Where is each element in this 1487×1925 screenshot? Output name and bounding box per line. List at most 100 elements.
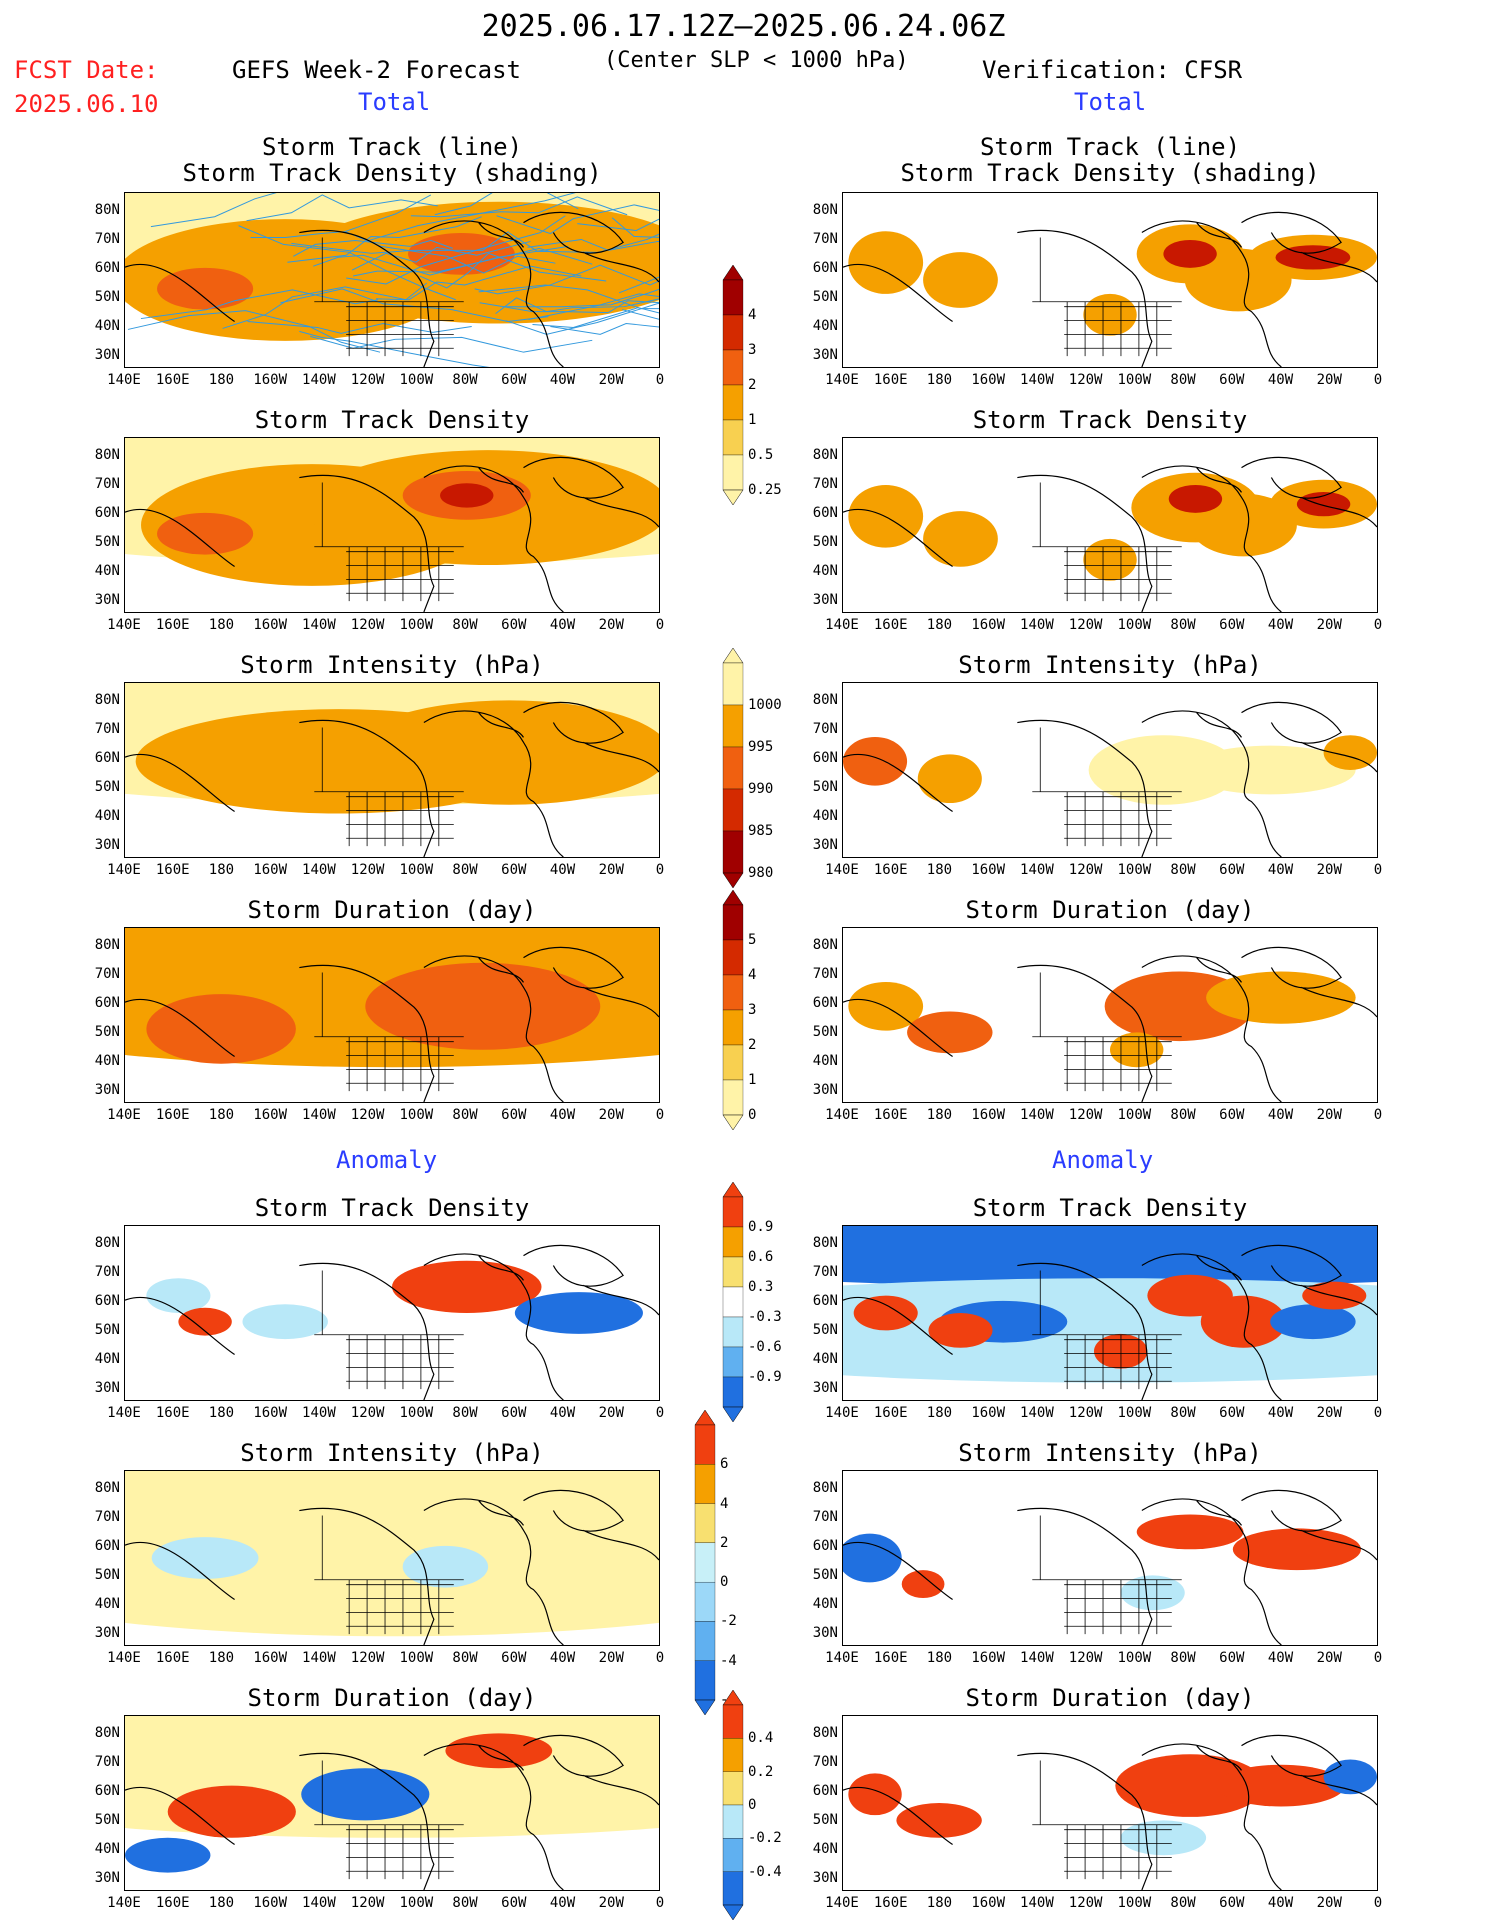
lat-label: 50N: [80, 1024, 120, 1040]
lon-label: 140E: [101, 862, 147, 878]
total-label-right: Total: [1074, 90, 1146, 114]
lat-label: 30N: [798, 1625, 838, 1641]
lon-label: 0: [1355, 372, 1401, 388]
colorbar-swatch: [723, 350, 743, 385]
lon-label: 40W: [540, 1405, 586, 1421]
lon-label: 140W: [1014, 1895, 1060, 1911]
lon-label: 80W: [442, 1650, 488, 1666]
lon-label: 0: [637, 862, 683, 878]
lon-label: 140W: [296, 1405, 342, 1421]
lon-label: 40W: [540, 372, 586, 388]
lon-label: 0: [1355, 1107, 1401, 1123]
lon-label: 60W: [491, 372, 537, 388]
colorbar-label: 2: [720, 1535, 728, 1551]
map-panel: [842, 682, 1378, 858]
lon-label: 140E: [819, 617, 865, 633]
lon-label: 180: [198, 372, 244, 388]
lon-label: 100W: [1111, 372, 1157, 388]
colorbar-label: 3: [748, 1002, 756, 1018]
lat-label: 80N: [798, 1480, 838, 1496]
shading-region: [301, 1768, 429, 1820]
lon-label: 140W: [1014, 372, 1060, 388]
lon-label: 60W: [1209, 1895, 1255, 1911]
lon-label: 160E: [868, 1405, 914, 1421]
lon-label: 160E: [150, 1107, 196, 1123]
lon-label: 160E: [868, 1650, 914, 1666]
lon-label: 120W: [1063, 372, 1109, 388]
map-panel: [842, 437, 1378, 613]
lat-label: 40N: [798, 1841, 838, 1857]
anomaly-label-left: Anomaly: [336, 1148, 437, 1172]
colorbar-swatch: [723, 1080, 743, 1115]
map-canvas: [125, 683, 659, 857]
lon-label: 40W: [1258, 1107, 1304, 1123]
lon-label: 100W: [393, 1895, 439, 1911]
lon-label: 140E: [819, 862, 865, 878]
lat-label: 80N: [798, 692, 838, 708]
shading-region: [1121, 1820, 1206, 1855]
lon-label: 60W: [491, 1405, 537, 1421]
lat-label: 50N: [798, 534, 838, 550]
lon-label: 140W: [1014, 1405, 1060, 1421]
lon-label: 100W: [393, 1650, 439, 1666]
lon-label: 140W: [296, 1107, 342, 1123]
colorbar-label: 4: [720, 1496, 728, 1512]
lon-label: 100W: [1111, 1895, 1157, 1911]
shading-region: [1110, 1032, 1163, 1067]
map-panel: [124, 927, 660, 1103]
lat-label: 40N: [80, 1841, 120, 1857]
lon-label: 180: [916, 1650, 962, 1666]
lon-label: 140W: [1014, 862, 1060, 878]
colorbar-label: 1000: [748, 697, 782, 713]
lat-label: 80N: [80, 937, 120, 953]
shading-region: [1324, 1760, 1377, 1795]
shading-region: [242, 1304, 327, 1339]
lon-label: 0: [637, 617, 683, 633]
colorbar: [722, 1182, 744, 1422]
lon-label: 160W: [247, 372, 293, 388]
lon-label: 40W: [1258, 617, 1304, 633]
colorbar-label: 0.5: [748, 447, 773, 463]
lon-label: 120W: [1063, 1107, 1109, 1123]
lon-label: 180: [198, 617, 244, 633]
shading-region: [1137, 1515, 1244, 1550]
colorbar-swatch: [695, 1464, 715, 1503]
lon-label: 160E: [150, 1895, 196, 1911]
colorbar-swatch: [723, 1045, 743, 1080]
colorbar-label: -0.4: [748, 1864, 782, 1880]
map-canvas: [125, 928, 659, 1102]
colorbar-label: 0: [748, 1107, 756, 1123]
lon-label: 140E: [101, 1895, 147, 1911]
fcst-date: 2025.06.10: [14, 92, 159, 116]
lon-label: 140E: [819, 372, 865, 388]
lon-label: 160E: [868, 1895, 914, 1911]
lat-label: 70N: [798, 1754, 838, 1770]
shading-region: [1270, 1304, 1355, 1339]
lat-label: 40N: [80, 318, 120, 334]
lon-label: 180: [198, 1405, 244, 1421]
lon-label: 60W: [1209, 1405, 1255, 1421]
colorbar-swatch: [695, 1621, 715, 1660]
lon-label: 60W: [491, 862, 537, 878]
lon-label: 160W: [965, 1107, 1011, 1123]
shading-region: [440, 483, 493, 507]
lon-label: 160E: [868, 617, 914, 633]
lon-label: 80W: [442, 372, 488, 388]
colorbar-swatch: [723, 905, 743, 940]
lat-label: 30N: [80, 1380, 120, 1396]
lat-label: 30N: [798, 347, 838, 363]
colorbar-swatch: [723, 420, 743, 455]
colorbar-swatch: [695, 1661, 715, 1700]
shading-region: [928, 1313, 992, 1348]
lon-label: 120W: [345, 617, 391, 633]
colorbar-swatch: [723, 789, 743, 831]
lon-label: 0: [637, 372, 683, 388]
lat-label: 50N: [798, 1812, 838, 1828]
lon-label: 160E: [150, 1650, 196, 1666]
lon-label: 20W: [1306, 617, 1352, 633]
colorbar-label: 5: [748, 932, 756, 948]
colorbar-swatch: [723, 1317, 743, 1347]
colorbar-cap: [723, 1115, 743, 1130]
lon-label: 120W: [1063, 617, 1109, 633]
map-panel: [124, 1470, 660, 1646]
